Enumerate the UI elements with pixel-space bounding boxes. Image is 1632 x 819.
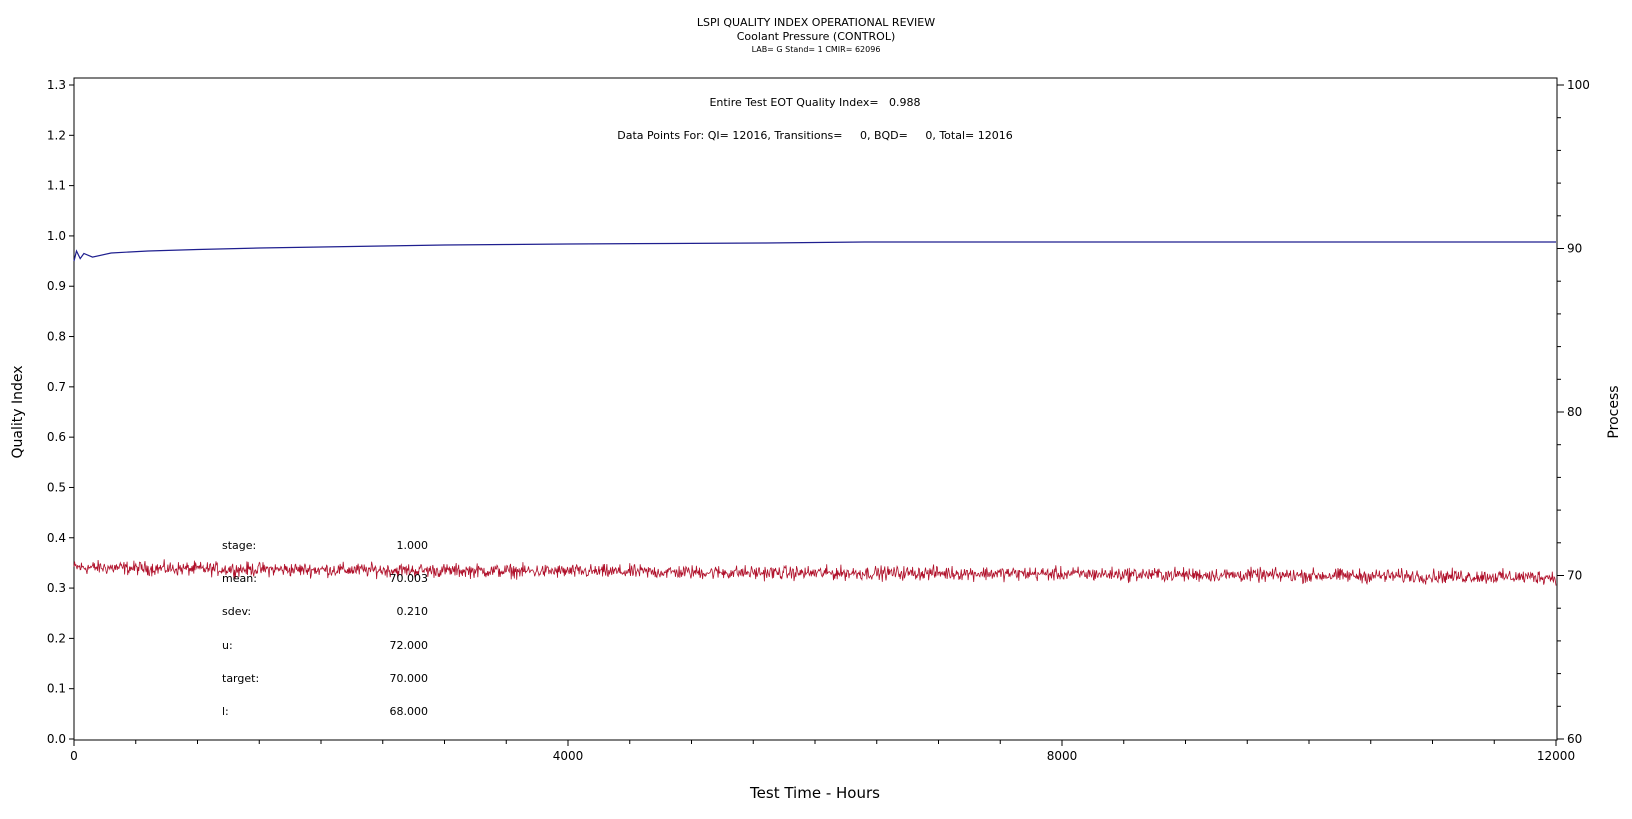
stat-value: 70.003 (390, 572, 429, 585)
annotation-quality-index: Entire Test EOT Quality Index= 0.988 (709, 96, 920, 109)
series-quality-index-line (73, 241, 1556, 262)
stat-value: 0.210 (397, 605, 429, 618)
stat-value: 72.000 (390, 639, 429, 652)
y-left-tick-label: 1.2 (47, 128, 66, 142)
y-left-tick-label: 0.1 (47, 682, 66, 696)
x-tick-label: 8000 (1047, 749, 1078, 763)
y-left-tick-label: 1.0 (47, 229, 66, 243)
stat-value: 68.000 (390, 705, 429, 718)
y-left-tick-label: 0.6 (47, 430, 66, 444)
y-left-tick-label: 0.8 (47, 330, 66, 344)
annotation-data-points: Data Points For: QI= 12016, Transitions=… (617, 129, 1012, 142)
y-axis-left-label: Quality Index (10, 365, 26, 458)
stats-table: stage: 1.000 mean: 70.003 sdev: 0.210 u: 72.000… (222, 539, 428, 718)
stat-label: stage: (222, 539, 256, 552)
y-right-tick-label: 100 (1567, 78, 1590, 92)
x-axis: 0 4000 8000 12000 (70, 740, 1575, 763)
y-right-tick-label: 80 (1567, 405, 1582, 419)
stat-label: u: (222, 639, 233, 652)
y-axis-right: 60 70 80 90 100 (1557, 78, 1590, 746)
stat-label: sdev: (222, 605, 251, 618)
y-axis-right-label: Process (1606, 385, 1622, 438)
series-group (73, 241, 1557, 586)
y-left-tick-label: 0.9 (47, 279, 66, 293)
y-left-tick-label: 0.0 (47, 732, 66, 746)
y-right-tick-label: 70 (1567, 569, 1582, 583)
x-axis-label: Test Time - Hours (749, 784, 880, 802)
y-left-tick-label: 0.2 (47, 631, 66, 645)
plot-area (73, 77, 1558, 741)
stat-value: 1.000 (397, 539, 429, 552)
chart-subtitle-2: LAB= G Stand= 1 CMIR= 62096 (752, 45, 881, 54)
stat-label: l: (222, 705, 229, 718)
chart-subtitle: Coolant Pressure (CONTROL) (737, 30, 896, 43)
stat-label: mean: (222, 572, 257, 585)
y-left-tick-label: 1.3 (47, 78, 66, 92)
y-left-tick-label: 0.5 (47, 480, 66, 494)
stat-value: 70.000 (390, 672, 429, 685)
y-left-tick-label: 0.4 (47, 531, 66, 545)
stat-label: target: (222, 672, 259, 685)
series-process-line (73, 559, 1557, 586)
x-tick-label: 12000 (1537, 749, 1575, 763)
y-left-tick-label: 0.3 (47, 581, 66, 595)
x-tick-label: 4000 (553, 749, 584, 763)
y-axis-left: 0.0 0.1 0.2 0.3 0.4 0.5 0.6 0.7 0.8 0.9 1.0 1.1 1.2 1… (47, 78, 74, 746)
y-right-tick-label: 60 (1567, 732, 1582, 746)
chart-title: LSPI QUALITY INDEX OPERATIONAL REVIEW (697, 16, 935, 29)
y-left-tick-label: 1.1 (47, 179, 66, 193)
y-right-tick-label: 90 (1567, 242, 1582, 256)
y-left-tick-label: 0.7 (47, 380, 66, 394)
x-tick-label: 0 (70, 749, 78, 763)
